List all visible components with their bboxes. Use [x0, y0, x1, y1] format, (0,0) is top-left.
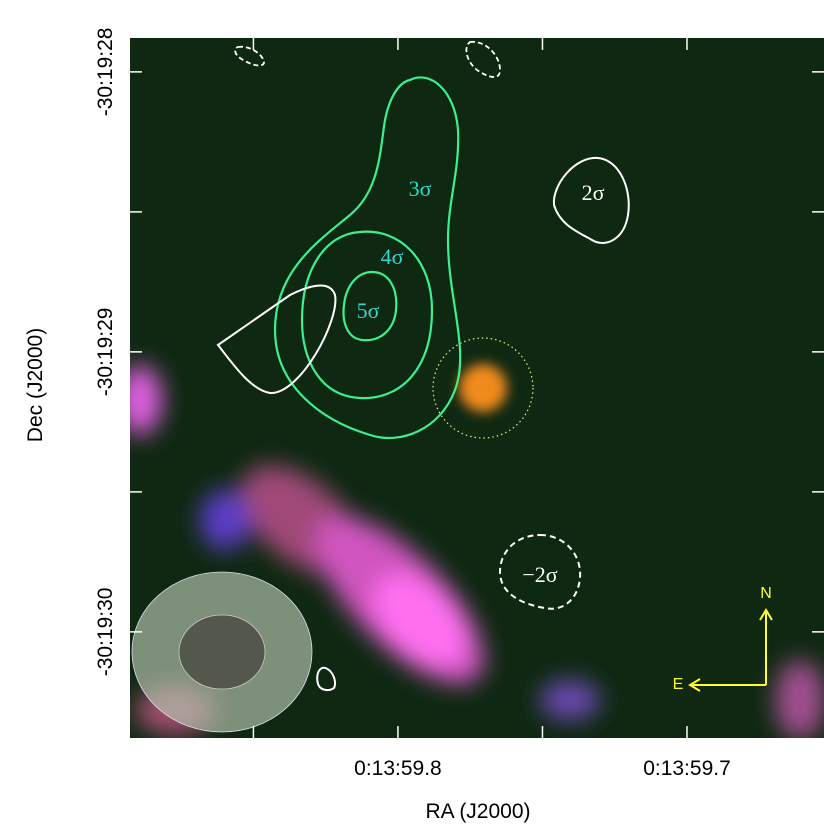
compass-north: N: [760, 585, 772, 602]
compass-east: E: [673, 676, 684, 693]
x-tick-label: 0:13:59.7: [643, 757, 731, 780]
x-tick-label: 0:13:59.8: [354, 757, 442, 780]
y-tick-label: -30:19:28: [94, 28, 117, 117]
contour-label: −2σ: [522, 562, 557, 587]
contour-label: 2σ: [582, 180, 605, 205]
sky-image: [118, 38, 824, 740]
y-tick-label: -30:19:30: [94, 588, 117, 677]
x-axis-title: RA (J2000): [425, 800, 530, 823]
y-tick-label: -30:19:29: [94, 308, 117, 397]
contour-label: 3σ: [409, 176, 432, 201]
chart: 3σ 4σ 5σ 2σ −2σ N E RA (J2000) Dec (J200…: [0, 0, 824, 839]
contour-label: 5σ: [357, 298, 380, 323]
contour-label: 4σ: [381, 244, 404, 269]
y-axis-title: Dec (J2000): [24, 328, 47, 442]
